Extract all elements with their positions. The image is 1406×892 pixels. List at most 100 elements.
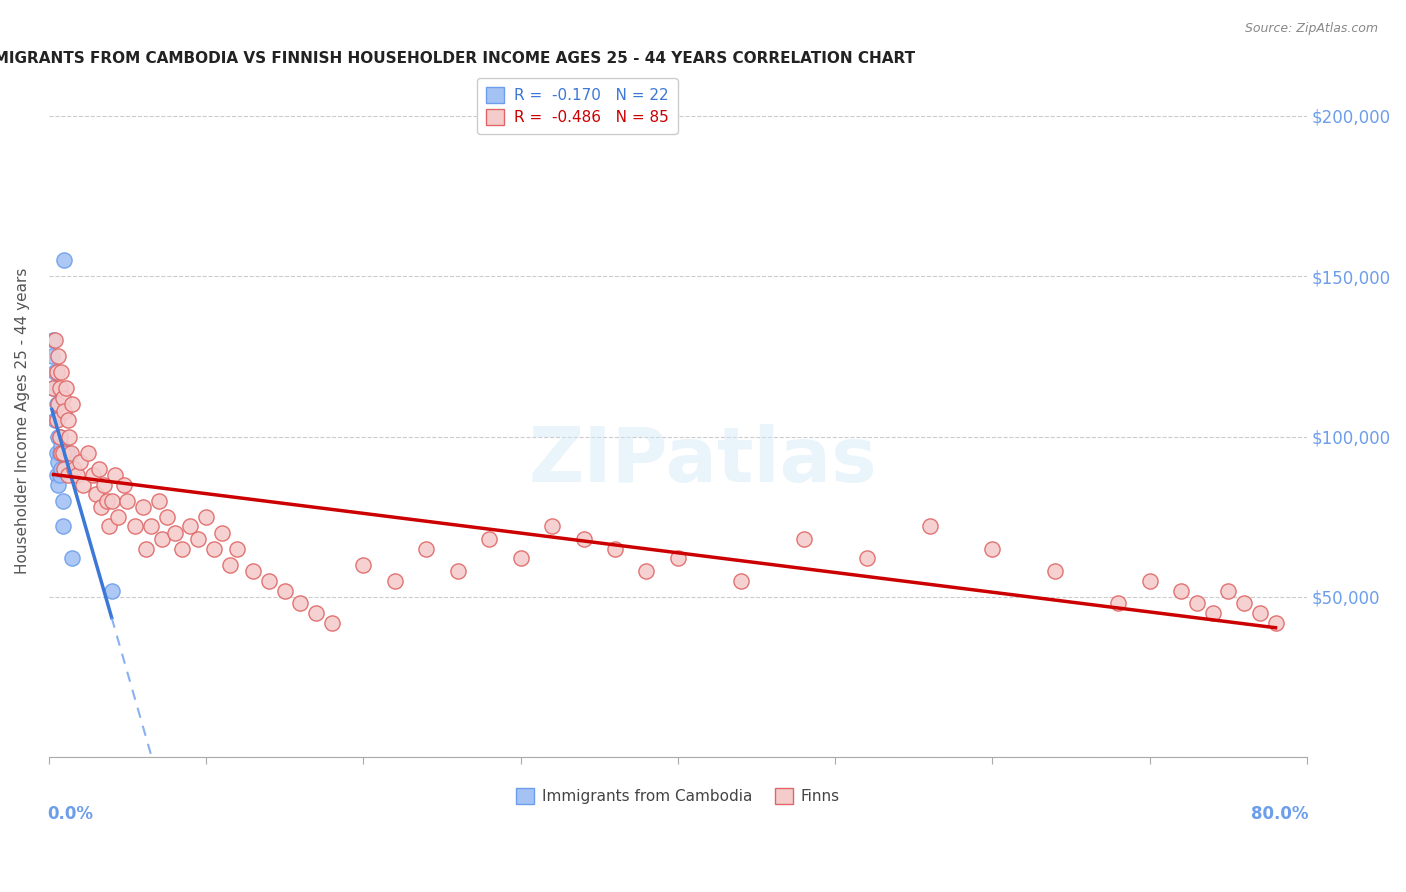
Point — [46, 349, 69, 363]
Point — [273, 583, 295, 598]
Point — [44, 365, 66, 379]
Point — [730, 574, 752, 588]
Point — [46, 477, 69, 491]
Point — [60, 551, 83, 566]
Text: ZIPatlas: ZIPatlas — [529, 424, 877, 498]
Point — [242, 564, 264, 578]
Point — [53, 404, 76, 418]
Point — [45, 365, 67, 379]
Point — [1201, 606, 1223, 620]
Point — [124, 519, 146, 533]
Point — [41, 349, 63, 363]
Point — [172, 541, 194, 556]
Point — [77, 445, 100, 459]
Point — [93, 477, 115, 491]
Point — [104, 468, 127, 483]
Point — [100, 583, 122, 598]
Point — [211, 525, 233, 540]
Point — [305, 606, 328, 620]
Point — [195, 509, 218, 524]
Point — [1170, 583, 1192, 598]
Point — [855, 551, 877, 566]
Text: Source: ZipAtlas.com: Source: ZipAtlas.com — [1244, 22, 1378, 36]
Point — [56, 468, 79, 483]
Point — [46, 429, 69, 443]
Point — [290, 596, 312, 610]
Point — [53, 461, 76, 475]
Point — [52, 391, 75, 405]
Point — [45, 413, 67, 427]
Point — [45, 468, 67, 483]
Point — [1107, 596, 1129, 610]
Point — [150, 532, 173, 546]
Point — [46, 397, 69, 411]
Point — [44, 413, 66, 427]
Point — [666, 551, 689, 566]
Point — [72, 477, 94, 491]
Point — [156, 509, 179, 524]
Point — [478, 532, 501, 546]
Point — [42, 381, 65, 395]
Point — [59, 445, 82, 459]
Point — [179, 519, 201, 533]
Text: IMMIGRANTS FROM CAMBODIA VS FINNISH HOUSEHOLDER INCOME AGES 25 - 44 YEARS CORREL: IMMIGRANTS FROM CAMBODIA VS FINNISH HOUS… — [0, 51, 915, 66]
Point — [53, 252, 76, 267]
Point — [52, 445, 75, 459]
Point — [51, 461, 73, 475]
Point — [1139, 574, 1161, 588]
Point — [55, 381, 77, 395]
Y-axis label: Householder Income Ages 25 - 44 years: Householder Income Ages 25 - 44 years — [15, 268, 30, 574]
Point — [51, 445, 73, 459]
Point — [163, 525, 186, 540]
Point — [49, 429, 72, 443]
Point — [139, 519, 162, 533]
Point — [42, 333, 65, 347]
Point — [52, 519, 75, 533]
Point — [82, 468, 104, 483]
Text: 0.0%: 0.0% — [48, 805, 93, 822]
Point — [45, 445, 67, 459]
Point — [509, 551, 531, 566]
Point — [97, 519, 120, 533]
Point — [352, 558, 374, 572]
Point — [90, 500, 112, 514]
Point — [46, 455, 69, 469]
Point — [51, 365, 73, 379]
Point — [636, 564, 658, 578]
Point — [49, 445, 72, 459]
Point — [56, 445, 79, 459]
Point — [541, 519, 564, 533]
Point — [202, 541, 225, 556]
Point — [793, 532, 815, 546]
Point — [45, 397, 67, 411]
Point — [58, 429, 80, 443]
Point — [135, 541, 157, 556]
Point — [572, 532, 595, 546]
Point — [1045, 564, 1067, 578]
Point — [132, 500, 155, 514]
Point — [49, 468, 72, 483]
Point — [1218, 583, 1240, 598]
Point — [60, 397, 83, 411]
Point — [1233, 596, 1256, 610]
Point — [96, 493, 118, 508]
Point — [117, 493, 139, 508]
Point — [415, 541, 437, 556]
Point — [42, 381, 65, 395]
Point — [112, 477, 135, 491]
Point — [218, 558, 240, 572]
Point — [66, 468, 89, 483]
Point — [1185, 596, 1208, 610]
Point — [84, 487, 107, 501]
Point — [63, 461, 86, 475]
Point — [49, 381, 72, 395]
Point — [226, 541, 249, 556]
Point — [107, 509, 129, 524]
Point — [87, 461, 110, 475]
Point — [52, 493, 75, 508]
Legend: Immigrants from Cambodia, Finns: Immigrants from Cambodia, Finns — [509, 782, 846, 811]
Point — [44, 333, 66, 347]
Point — [981, 541, 1004, 556]
Point — [100, 493, 122, 508]
Point — [51, 439, 73, 453]
